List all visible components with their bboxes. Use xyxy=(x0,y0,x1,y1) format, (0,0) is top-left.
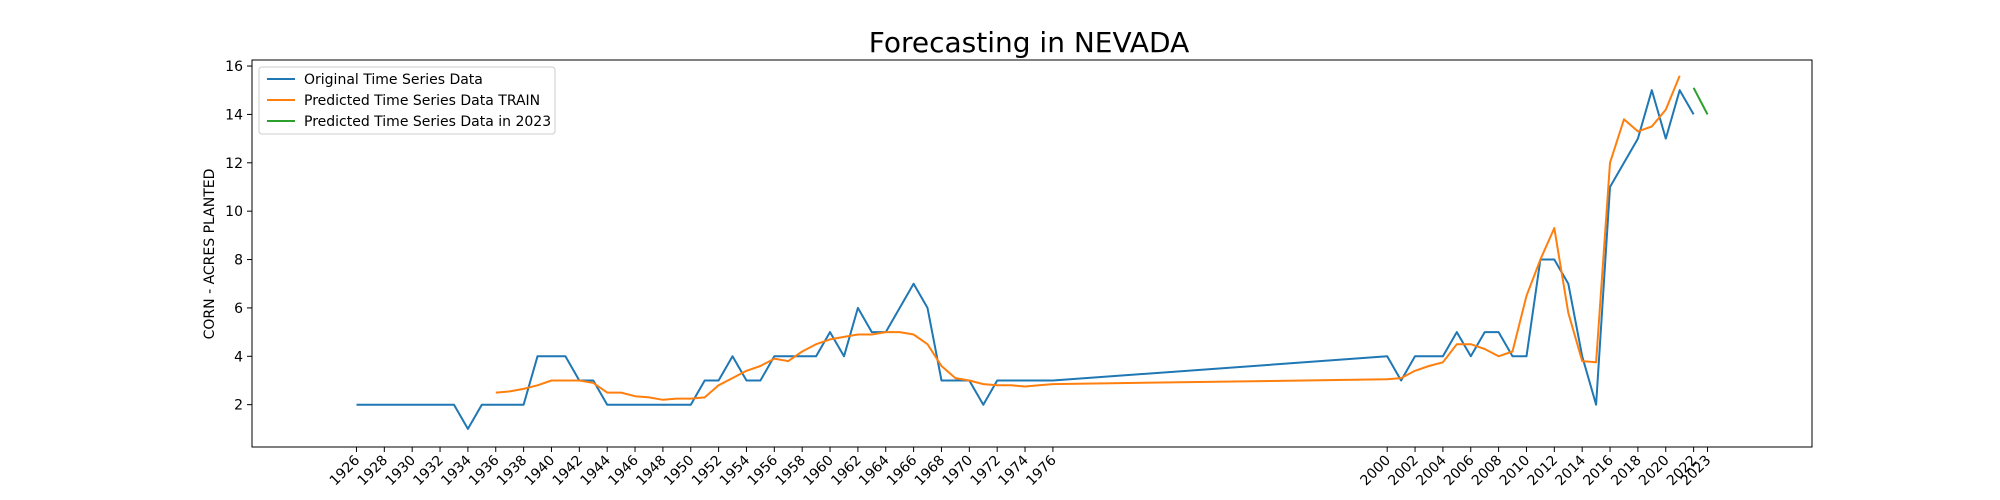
x-tick-label: 2012 xyxy=(1525,453,1562,490)
y-tick-label: 2 xyxy=(234,398,243,414)
x-tick-label: 1942 xyxy=(550,453,587,490)
y-tick-label: 4 xyxy=(234,349,243,365)
x-tick-label: 1930 xyxy=(382,453,419,490)
x-tick-label: 2006 xyxy=(1441,452,1478,489)
legend-box xyxy=(258,66,556,135)
x-tick-label: 2014 xyxy=(1552,452,1589,489)
x-tick-label: 1950 xyxy=(661,453,698,490)
y-tick-label: 8 xyxy=(234,253,243,269)
chart-title: Forecasting in NEVADA xyxy=(869,26,1189,59)
plot-area xyxy=(251,59,1813,448)
x-tick-label: 2002 xyxy=(1385,453,1422,490)
series-layer xyxy=(356,75,1709,430)
x-tick-label: 1938 xyxy=(494,453,531,490)
legend: Original Time Series Data Predicted Time … xyxy=(258,66,556,135)
legend-label: Predicted Time Series Data in 2023 xyxy=(304,114,551,130)
x-tick-label: 2020 xyxy=(1636,453,1673,490)
legend-label: Original Time Series Data xyxy=(304,72,483,88)
x-tick-label: 2008 xyxy=(1469,453,1506,490)
x-tick-label: 2010 xyxy=(1497,453,1534,490)
x-tick-label: 2004 xyxy=(1413,452,1450,489)
x-tick-label: 1940 xyxy=(522,453,559,490)
x-tick-label: 1928 xyxy=(355,453,392,490)
x-tick-label: 1946 xyxy=(605,452,642,489)
x-tick-label: 1932 xyxy=(410,453,447,490)
x-tick-label: 1948 xyxy=(633,453,670,490)
x-tick-label: 1960 xyxy=(800,453,837,490)
x-tick-label: 1934 xyxy=(438,452,475,489)
x-tick-label: 1956 xyxy=(745,452,782,489)
y-tick-label: 10 xyxy=(225,204,243,220)
y-axis: 2 4 6 8 10 12 14 16 xyxy=(225,59,252,414)
x-tick-label: 1954 xyxy=(717,452,754,489)
x-tick-label: 1962 xyxy=(828,453,865,490)
x-tick-label: 1976 xyxy=(1023,452,1060,489)
y-tick-label: 12 xyxy=(225,156,243,172)
x-tick-label: 1966 xyxy=(884,452,921,489)
x-tick-label: 1972 xyxy=(967,453,1004,490)
legend-label: Predicted Time Series Data TRAIN xyxy=(304,93,540,109)
x-tick-label: 1952 xyxy=(689,453,726,490)
series-line-2 xyxy=(495,75,1681,401)
x-tick-label: 1944 xyxy=(577,452,614,489)
series-line-1 xyxy=(356,89,1695,430)
y-axis-label: CORN - ACRES PLANTED xyxy=(202,169,218,340)
x-tick-label: 2000 xyxy=(1357,453,1394,490)
x-tick-label: 2016 xyxy=(1580,452,1617,489)
x-tick-label: 1936 xyxy=(466,452,503,489)
x-tick-label: 1974 xyxy=(995,452,1032,489)
y-tick-label: 6 xyxy=(234,301,243,317)
x-axis: 1926192819301932193419361938194019421944… xyxy=(327,447,1714,490)
x-tick-label: 1926 xyxy=(327,452,364,489)
x-tick-label: 1968 xyxy=(912,453,949,490)
y-tick-label: 14 xyxy=(225,107,243,123)
x-tick-label: 2018 xyxy=(1608,453,1645,490)
series-line-3 xyxy=(1692,87,1709,115)
x-tick-label: 1958 xyxy=(772,453,809,490)
x-tick-label: 1970 xyxy=(940,453,977,490)
y-tick-label: 16 xyxy=(225,59,243,75)
x-tick-label: 1964 xyxy=(856,452,893,489)
